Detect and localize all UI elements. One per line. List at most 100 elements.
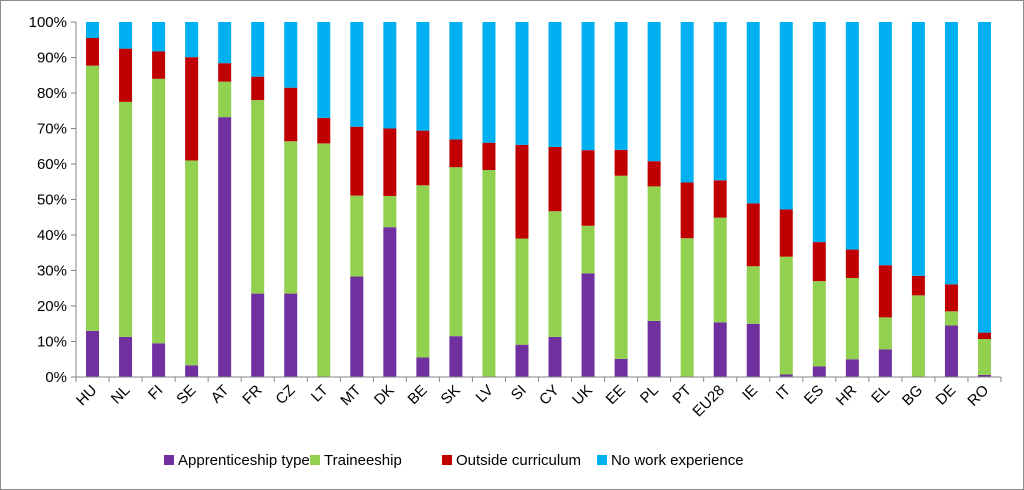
bar-segment-apprenticeship-type (251, 293, 265, 377)
bar-segment-no-work-experience (845, 22, 859, 250)
x-tick-label: CY (536, 382, 563, 409)
x-tick-label: EL (868, 382, 893, 407)
x-tick-label: ES (801, 382, 827, 408)
bar-segment-outside-curriculum (383, 128, 397, 196)
x-tick-label: NL (108, 382, 134, 408)
bar-segment-outside-curriculum (944, 284, 958, 312)
bar-segment-apprenticeship-type (185, 365, 199, 377)
bar-segment-no-work-experience (152, 22, 166, 52)
bar-segment-traineeship (548, 211, 562, 337)
bar-segment-no-work-experience (251, 22, 265, 77)
x-tick-label: HU (73, 382, 100, 409)
x-tick-label: BG (899, 382, 926, 409)
bar-segment-traineeship (185, 160, 199, 366)
bar-segment-apprenticeship-type (614, 358, 628, 377)
bar-segment-no-work-experience (911, 22, 925, 276)
x-tick-label: DK (371, 382, 398, 409)
y-tick-label: 90% (37, 50, 67, 67)
bar-segment-no-work-experience (350, 22, 364, 127)
bar-segment-traineeship (482, 170, 496, 377)
y-tick-label: 50% (37, 192, 67, 209)
legend-label: No work experience (611, 452, 744, 469)
bar-segment-no-work-experience (119, 22, 133, 49)
bar-segment-outside-curriculum (317, 117, 331, 144)
bar-segment-apprenticeship-type (713, 322, 727, 377)
bar-segment-no-work-experience (614, 22, 628, 150)
bar-segment-outside-curriculum (218, 63, 232, 82)
bar-segment-no-work-experience (86, 22, 100, 38)
bar-segment-no-work-experience (812, 22, 826, 243)
bar-segment-traineeship (812, 281, 826, 367)
bar-segment-outside-curriculum (119, 48, 133, 102)
bar-segment-apprenticeship-type (449, 336, 463, 377)
bar-segment-traineeship (845, 277, 859, 360)
bar-segment-no-work-experience (713, 22, 727, 181)
bar-segment-traineeship (680, 238, 694, 377)
bar-segment-traineeship (86, 65, 100, 331)
x-tick-label: PL (637, 382, 662, 407)
bar-segment-outside-curriculum (515, 144, 529, 239)
y-tick-label: 30% (37, 263, 67, 280)
bar-segment-no-work-experience (746, 22, 760, 204)
legend-swatch (442, 455, 452, 465)
bar-segment-no-work-experience (449, 22, 463, 140)
bar-segment-traineeship (251, 100, 265, 294)
bar-segment-no-work-experience (878, 22, 892, 266)
x-tick-label: HR (833, 382, 860, 409)
bar-segment-outside-curriculum (185, 57, 199, 161)
bar-segment-no-work-experience (317, 22, 331, 118)
bar-segment-traineeship (218, 81, 232, 118)
x-tick-label: EE (603, 382, 629, 408)
bar-segment-traineeship (977, 339, 991, 375)
bar-segment-apprenticeship-type (944, 325, 958, 377)
bar-segment-no-work-experience (515, 22, 529, 145)
bar-segment-apprenticeship-type (86, 330, 100, 377)
bar-segment-apprenticeship-type (152, 343, 166, 377)
bar-segment-traineeship (383, 195, 397, 228)
bar-segment-outside-curriculum (911, 275, 925, 296)
bar-segment-apprenticeship-type (284, 293, 298, 377)
bar-segment-apprenticeship-type (416, 357, 430, 377)
bar-segment-apprenticeship-type (581, 273, 595, 377)
bar-segment-no-work-experience (383, 22, 397, 129)
bar-segment-traineeship (911, 295, 925, 377)
x-tick-label: DE (933, 382, 960, 409)
legend-swatch (164, 455, 174, 465)
x-tick-label: CZ (272, 382, 298, 408)
x-tick-label: LV (473, 382, 497, 406)
bar-segment-no-work-experience (581, 22, 595, 151)
bar-segment-no-work-experience (779, 22, 793, 210)
bar-segment-outside-curriculum (416, 130, 430, 186)
legend-label: Apprenticeship type (178, 452, 310, 469)
x-tick-label: EU28 (689, 382, 728, 421)
bar-segment-traineeship (746, 266, 760, 324)
bar-segment-traineeship (449, 167, 463, 337)
bar-segment-traineeship (647, 186, 661, 321)
bar-segment-outside-curriculum (350, 126, 364, 196)
bar-segment-outside-curriculum (86, 37, 100, 66)
x-tick-label: IT (773, 382, 794, 403)
legend-label: Traineeship (324, 452, 402, 469)
x-tick-label: RO (964, 382, 992, 410)
bar-segment-outside-curriculum (284, 87, 298, 142)
bar-segment-no-work-experience (944, 22, 958, 285)
bar-segment-outside-curriculum (548, 146, 562, 212)
bar-segment-apprenticeship-type (119, 336, 133, 377)
bar-segment-apprenticeship-type (218, 117, 232, 377)
bar-segment-outside-curriculum (845, 249, 859, 278)
bar-segment-no-work-experience (647, 22, 661, 162)
bar-segment-outside-curriculum (647, 161, 661, 187)
bar-segment-apprenticeship-type (878, 349, 892, 377)
x-tick-label: UK (569, 382, 596, 409)
bar-segment-traineeship (713, 217, 727, 323)
bar-segment-outside-curriculum (812, 242, 826, 282)
bar-segment-outside-curriculum (152, 51, 166, 79)
bar-segment-apprenticeship-type (548, 336, 562, 377)
bar-segment-apprenticeship-type (383, 227, 397, 377)
bar-segment-apprenticeship-type (647, 320, 661, 377)
y-tick-label: 70% (37, 121, 67, 138)
bar-segment-traineeship (515, 238, 529, 345)
bar-segment-traineeship (350, 195, 364, 277)
bar-segment-traineeship (581, 225, 595, 274)
